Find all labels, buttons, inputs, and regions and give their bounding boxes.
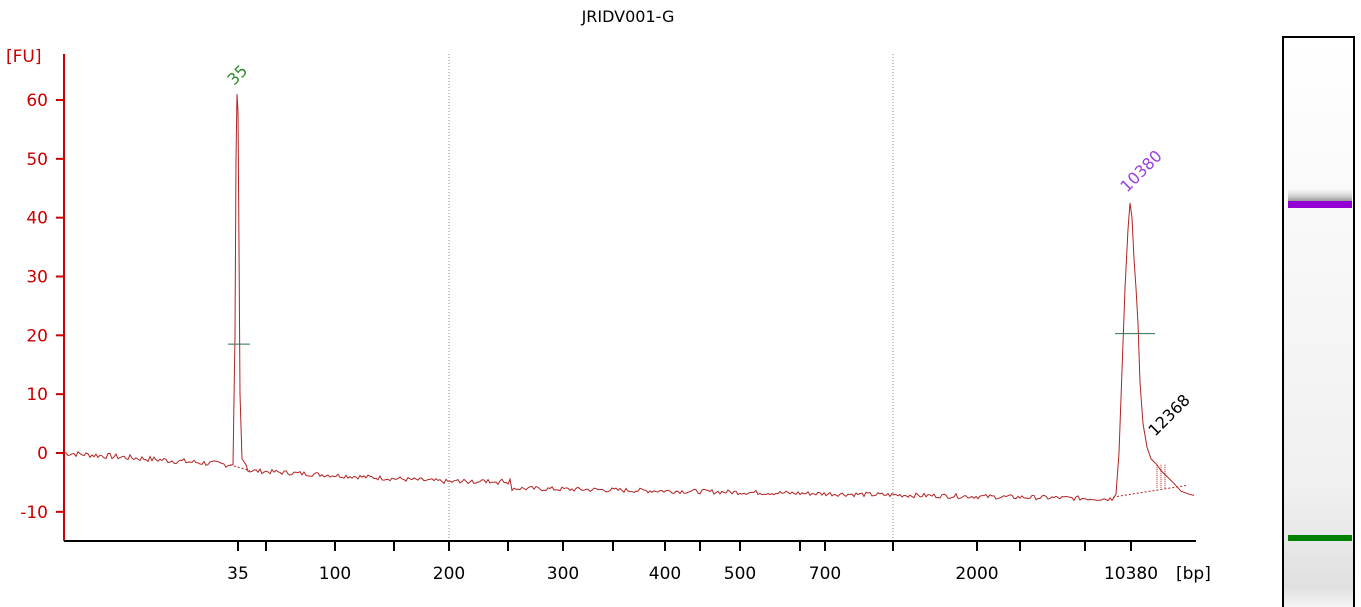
- peak-markers: [228, 333, 1166, 489]
- x-tick-label: 35: [227, 564, 249, 584]
- x-tick-label: 10380: [1104, 564, 1158, 584]
- x-ticks: 35 100 200 300 400 500 700 2000 10380: [227, 541, 1158, 584]
- x-axis-label: [bp]: [1176, 564, 1211, 584]
- baseline-line-2: [1112, 484, 1188, 498]
- gel-band-10380: [1288, 201, 1352, 208]
- gel-band-35: [1288, 535, 1352, 541]
- gel-lane: [1282, 36, 1355, 607]
- peak-label: 10380: [1116, 146, 1165, 195]
- x-tick-label: 200: [433, 564, 465, 584]
- y-tick-label: 20: [26, 326, 48, 346]
- x-tick-label: 2000: [955, 564, 998, 584]
- axes: [FU] [bp]: [6, 47, 1211, 584]
- gel-lane-frame: [1282, 36, 1355, 607]
- y-tick-label: 60: [26, 91, 48, 111]
- x-tick-label: 300: [547, 564, 579, 584]
- y-tick-label: -10: [20, 503, 48, 523]
- y-ticks: -10 0 10 20 30 40 50 60: [20, 91, 64, 523]
- peak-label: 12368: [1144, 390, 1193, 439]
- y-tick-label: 10: [26, 385, 48, 405]
- peak-label: 35: [223, 61, 251, 89]
- peak-labels: 35 10380 12368: [223, 61, 1193, 440]
- x-tick-label: 100: [319, 564, 351, 584]
- y-axis-label: [FU]: [6, 47, 42, 67]
- y-tick-label: 40: [26, 209, 48, 229]
- chart-title: JRIDV001-G: [581, 7, 675, 26]
- x-tick-label: 500: [724, 564, 756, 584]
- series-trace: [63, 94, 1195, 502]
- y-tick-label: 50: [26, 150, 48, 170]
- baseline-line: [229, 464, 251, 472]
- gel-band-10380-glow: [1288, 186, 1352, 202]
- y-tick-label: 0: [37, 444, 48, 464]
- y-tick-label: 30: [26, 268, 48, 288]
- gridlines: [448, 54, 894, 541]
- x-tick-label: 400: [649, 564, 681, 584]
- x-tick-label: 700: [809, 564, 841, 584]
